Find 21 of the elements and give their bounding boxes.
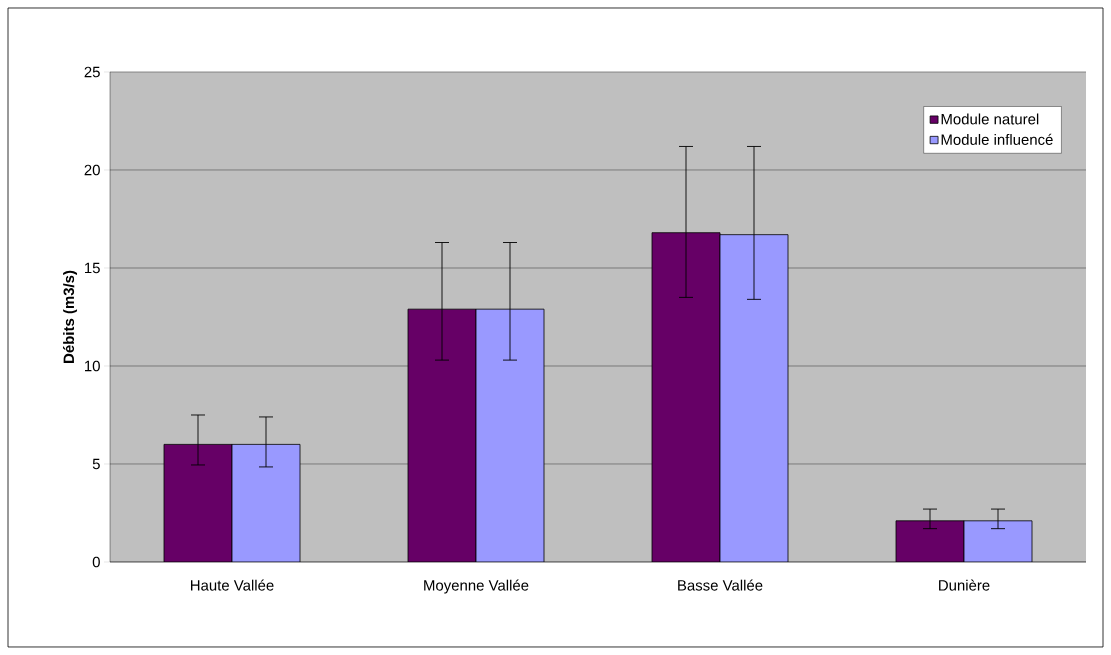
- bar: [963, 520, 1033, 562]
- bar: [163, 443, 233, 562]
- y-tick-label: 10: [85, 360, 100, 372]
- bar: [475, 308, 545, 562]
- x-tick-label: Haute Vallée: [191, 579, 274, 591]
- bar: [231, 443, 301, 562]
- y-tick-label: 0: [92, 556, 100, 568]
- bar: [407, 308, 477, 562]
- x-tick-label: Moyenne Vallée: [424, 579, 529, 594]
- y-tick-label: 15: [85, 262, 100, 274]
- x-tick-label: Dunière: [939, 579, 990, 591]
- legend-label: Module naturel: [941, 113, 1039, 125]
- bar: [719, 234, 789, 562]
- x-tick-label: Basse Vallée: [678, 579, 763, 591]
- y-tick-label: 5: [92, 458, 100, 470]
- y-tick-label: 25: [84, 66, 100, 78]
- y-tick-label: 20: [84, 164, 100, 176]
- bar: [895, 520, 965, 562]
- y-axis-title: Débits (m3/s): [62, 270, 78, 363]
- bar: [651, 232, 721, 562]
- legend-label: Module influencé: [941, 133, 1053, 145]
